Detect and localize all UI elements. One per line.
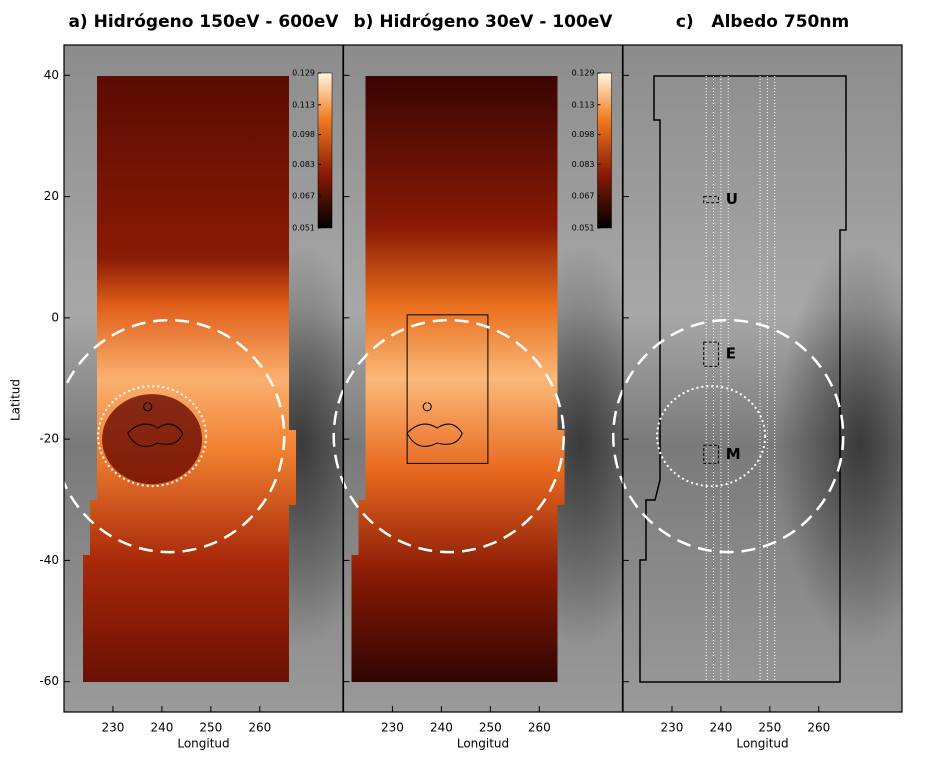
inner-circle bbox=[656, 385, 767, 488]
y-axis-label: Latitud bbox=[9, 379, 23, 421]
panel-title: b) Hidrógeno 30eV - 100eV bbox=[354, 12, 614, 32]
x-tick-label: 250 bbox=[758, 721, 781, 735]
colorbar-tick-label: 0.113 bbox=[292, 100, 315, 109]
x-tick-label: 230 bbox=[101, 721, 124, 735]
y-tick-label: -60 bbox=[39, 674, 59, 688]
outer-circle bbox=[332, 318, 565, 554]
contours bbox=[406, 402, 463, 447]
contours bbox=[127, 402, 184, 447]
x-tick-label: 230 bbox=[660, 721, 683, 735]
y-tick-label: -20 bbox=[39, 432, 59, 446]
footprint-outline bbox=[639, 75, 847, 683]
colorbar-tick-label: 0.067 bbox=[572, 192, 595, 201]
panel-title: c) Albedo 750nm bbox=[676, 12, 849, 32]
x-tick-label: 250 bbox=[199, 721, 222, 735]
y-tick-label: 0 bbox=[51, 310, 59, 324]
colorbar-tick-label: 0.098 bbox=[572, 130, 595, 139]
colorbar-tick-label: 0.129 bbox=[292, 69, 315, 78]
site-box bbox=[703, 341, 719, 367]
x-axis-label: Longitud bbox=[177, 737, 229, 751]
dark-region bbox=[102, 394, 203, 485]
region-box bbox=[406, 314, 489, 464]
colorbar-tick-label: 0.129 bbox=[572, 69, 595, 78]
colorbar bbox=[597, 72, 612, 229]
y-tick-label: 40 bbox=[44, 68, 59, 82]
site-label: U bbox=[726, 190, 738, 208]
x-tick-label: 260 bbox=[248, 721, 271, 735]
colorbar-tick-label: 0.113 bbox=[572, 100, 595, 109]
x-tick-label: 250 bbox=[479, 721, 502, 735]
axes-frame bbox=[622, 44, 903, 713]
outer-circle bbox=[52, 318, 286, 554]
site-box bbox=[703, 196, 719, 204]
colorbar-tick-label: 0.083 bbox=[572, 160, 595, 169]
x-axis-label: Longitud bbox=[736, 737, 788, 751]
colorbar-tick-label: 0.083 bbox=[292, 160, 315, 169]
colorbar-tick-label: 0.067 bbox=[292, 192, 315, 201]
site-box bbox=[703, 444, 719, 464]
colorbar-tick-label: 0.051 bbox=[292, 224, 315, 233]
x-tick-label: 240 bbox=[150, 721, 173, 735]
y-tick-label: 20 bbox=[44, 189, 59, 203]
x-tick-label: 260 bbox=[807, 721, 830, 735]
mare-shading bbox=[623, 45, 902, 712]
y-tick-label: -40 bbox=[39, 553, 59, 567]
colorbar-tick-label: 0.098 bbox=[292, 130, 315, 139]
site-label: M bbox=[726, 445, 741, 463]
x-tick-label: 240 bbox=[430, 721, 453, 735]
heatmap bbox=[351, 76, 565, 682]
heatmap bbox=[83, 76, 296, 682]
panel-title: a) Hidrógeno 150eV - 600eV bbox=[68, 12, 339, 32]
colorbar-tick-label: 0.051 bbox=[572, 224, 595, 233]
x-tick-label: 260 bbox=[528, 721, 551, 735]
site-label: E bbox=[726, 345, 736, 363]
x-tick-label: 230 bbox=[381, 721, 404, 735]
x-tick-label: 240 bbox=[709, 721, 732, 735]
x-axis-label: Longitud bbox=[457, 737, 509, 751]
outer-circle bbox=[611, 318, 845, 554]
colorbar bbox=[317, 72, 333, 229]
inner-circle bbox=[97, 385, 208, 488]
